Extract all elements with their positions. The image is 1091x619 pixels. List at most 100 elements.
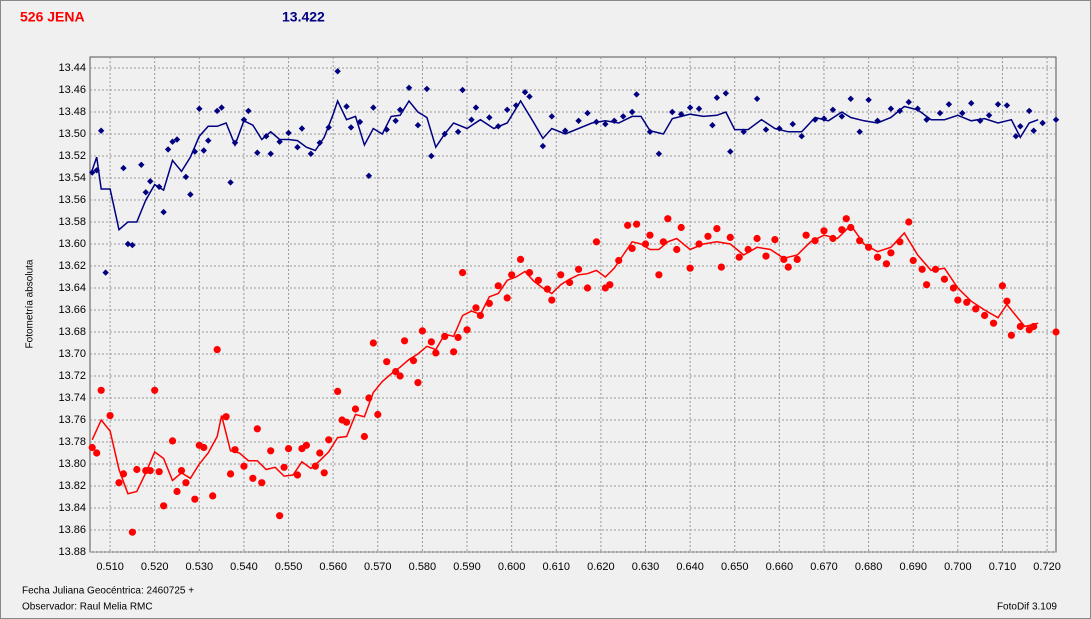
y-tick-label: 13.60 xyxy=(58,238,86,250)
data-point xyxy=(249,474,257,482)
y-tick-label: 13.48 xyxy=(58,106,86,118)
data-point xyxy=(285,129,292,137)
data-point xyxy=(998,282,1007,290)
data-point xyxy=(222,413,230,421)
data-point xyxy=(583,284,592,292)
data-point xyxy=(360,432,369,441)
data-point xyxy=(887,105,895,112)
data-point xyxy=(722,90,730,97)
y-tick-label: 13.54 xyxy=(58,172,86,184)
data-point xyxy=(284,445,293,453)
data-point xyxy=(280,463,288,471)
data-point xyxy=(611,117,618,124)
x-tick-label: 0.550 xyxy=(275,561,303,573)
data-point xyxy=(347,124,355,131)
data-point xyxy=(227,179,234,186)
data-point xyxy=(561,127,569,134)
data-point xyxy=(138,161,145,168)
y-tick-label: 13.64 xyxy=(58,282,86,294)
data-point xyxy=(147,178,154,185)
data-point xyxy=(963,298,971,306)
data-point xyxy=(655,150,663,157)
data-point xyxy=(93,449,101,457)
data-point xyxy=(776,125,783,132)
data-point xyxy=(548,113,556,120)
trend-line xyxy=(91,224,1039,495)
data-point xyxy=(753,234,761,243)
data-point xyxy=(151,386,159,394)
x-tick-label: 0.670 xyxy=(810,561,838,573)
data-point xyxy=(396,372,404,380)
data-point xyxy=(97,127,105,134)
data-point xyxy=(793,255,801,263)
data-point xyxy=(1003,297,1011,305)
data-point xyxy=(940,275,949,283)
x-tick-label: 0.710 xyxy=(989,561,1017,573)
data-point xyxy=(459,86,466,94)
data-point xyxy=(370,104,377,111)
x-tick-label: 0.570 xyxy=(364,561,392,573)
data-point xyxy=(129,241,136,249)
data-point xyxy=(155,468,163,476)
magnitude: 13.422 xyxy=(282,9,325,25)
data-point xyxy=(182,173,190,181)
data-point xyxy=(405,84,413,91)
data-point xyxy=(240,462,248,470)
data-point xyxy=(146,467,154,475)
y-tick-label: 13.56 xyxy=(58,194,86,206)
data-point xyxy=(820,227,828,235)
data-point xyxy=(677,223,685,232)
data-point xyxy=(307,150,315,157)
data-point xyxy=(713,94,721,101)
x-tick-label: 0.720 xyxy=(1033,561,1061,573)
x-tick-label: 0.590 xyxy=(453,561,481,573)
y-tick-label: 13.68 xyxy=(58,326,86,338)
data-point xyxy=(374,410,382,419)
data-point xyxy=(543,285,551,293)
data-point xyxy=(624,221,632,229)
data-point xyxy=(918,265,926,273)
y-tick-label: 13.58 xyxy=(58,216,86,228)
data-point xyxy=(240,116,248,123)
y-axis-label: Fotometría absoluta xyxy=(25,259,36,348)
data-point xyxy=(472,104,480,111)
data-point xyxy=(293,471,302,479)
data-point xyxy=(209,492,217,500)
data-point xyxy=(120,164,127,172)
x-tick-label: 0.510 xyxy=(96,561,124,573)
data-point xyxy=(253,425,261,433)
data-point xyxy=(258,479,266,487)
data-point xyxy=(427,338,435,346)
data-point xyxy=(664,215,672,223)
data-point xyxy=(383,126,390,133)
y-tick-label: 13.78 xyxy=(58,436,86,448)
data-point xyxy=(539,142,547,150)
data-point xyxy=(994,101,1002,108)
data-point xyxy=(753,95,761,102)
data-point xyxy=(521,89,529,96)
data-point xyxy=(771,236,779,244)
data-point xyxy=(905,218,913,226)
data-point xyxy=(949,284,957,292)
data-point xyxy=(584,109,591,117)
data-point xyxy=(191,495,199,503)
data-point xyxy=(428,152,435,160)
data-point xyxy=(923,281,931,289)
object-name: 526 JENA xyxy=(20,9,85,25)
data-point xyxy=(516,255,525,263)
data-point xyxy=(133,465,141,474)
x-tick-label: 0.640 xyxy=(676,561,704,573)
data-point xyxy=(847,95,854,102)
data-point xyxy=(409,357,418,365)
data-point xyxy=(802,231,810,239)
data-point xyxy=(727,148,734,155)
data-point xyxy=(628,244,636,252)
data-point xyxy=(981,311,989,320)
data-point xyxy=(213,107,221,115)
plot-area xyxy=(89,56,1057,553)
x-tick-label: 0.620 xyxy=(587,561,615,573)
data-point xyxy=(628,108,636,116)
y-tick-label: 13.66 xyxy=(58,304,86,316)
data-point xyxy=(1003,102,1011,109)
data-point xyxy=(124,240,132,248)
